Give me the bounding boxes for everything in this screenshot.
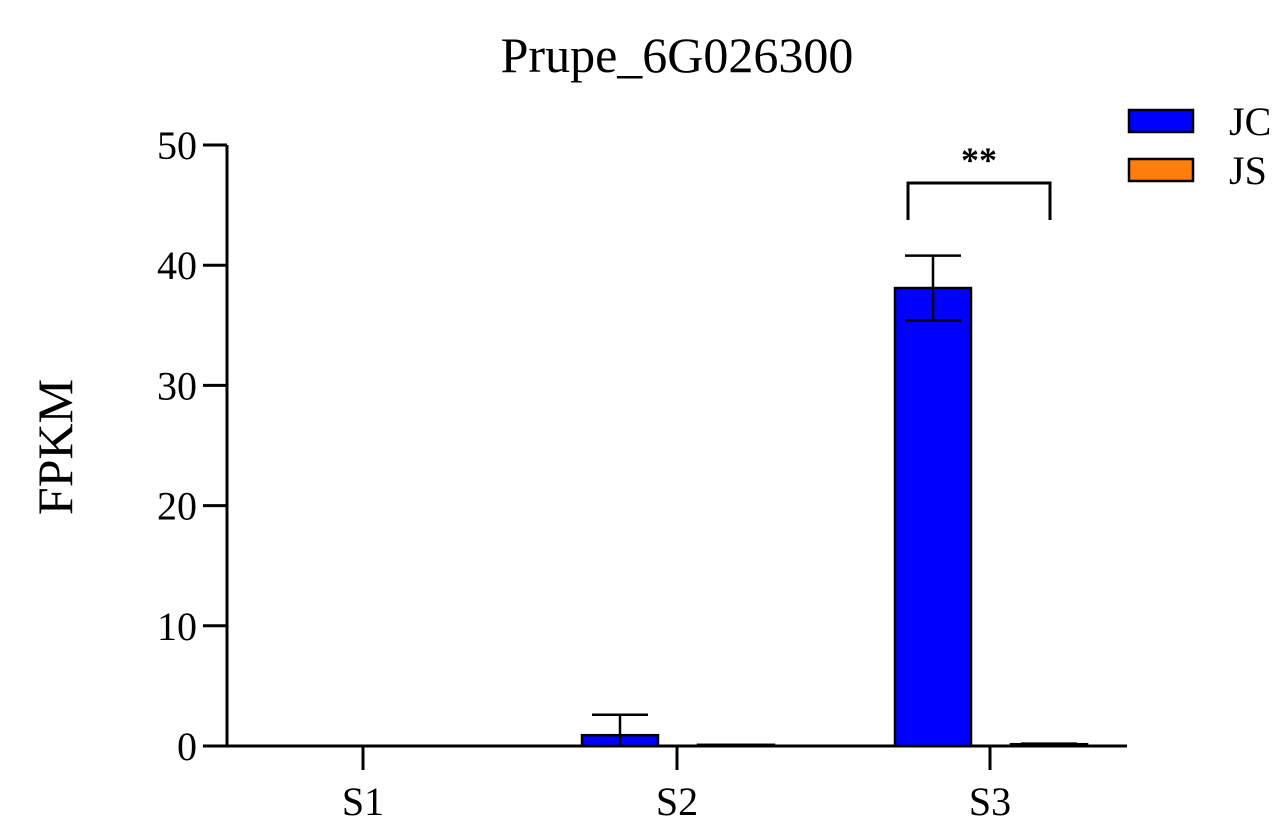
- y-tick-label: 50: [157, 123, 197, 168]
- error-bars: [592, 254, 1077, 747]
- chart-title: Prupe_6G026300: [501, 27, 854, 83]
- y-tick-label: 10: [157, 604, 197, 649]
- y-tick-label: 30: [157, 363, 197, 408]
- bar-js-s1: [383, 744, 461, 747]
- legend-swatch-jc: [1127, 108, 1195, 134]
- bar-js-s2: [696, 743, 776, 748]
- x-tick-label: S2: [656, 779, 698, 824]
- legend-label-jc: JC: [1229, 99, 1271, 144]
- y-tick-label: 0: [177, 724, 197, 769]
- legend-swatch-js: [1127, 157, 1195, 183]
- y-tick-label: 20: [157, 484, 197, 529]
- significance-annotations: **: [906, 140, 1052, 220]
- x-tick-label: S1: [342, 779, 384, 824]
- significance-label: **: [961, 140, 997, 180]
- x-axis: S1 S2 S3: [226, 744, 1127, 824]
- x-tick-label: S3: [969, 779, 1011, 824]
- bars: [267, 286, 1089, 748]
- y-tick-label: 40: [157, 243, 197, 288]
- y-axis: 0 10 20 30 40 50: [157, 123, 229, 769]
- bar-jc-s3: [893, 286, 973, 748]
- legend-label-js: JS: [1229, 148, 1267, 193]
- y-axis-label: FPKM: [27, 379, 83, 515]
- significance-bracket: [906, 181, 1052, 220]
